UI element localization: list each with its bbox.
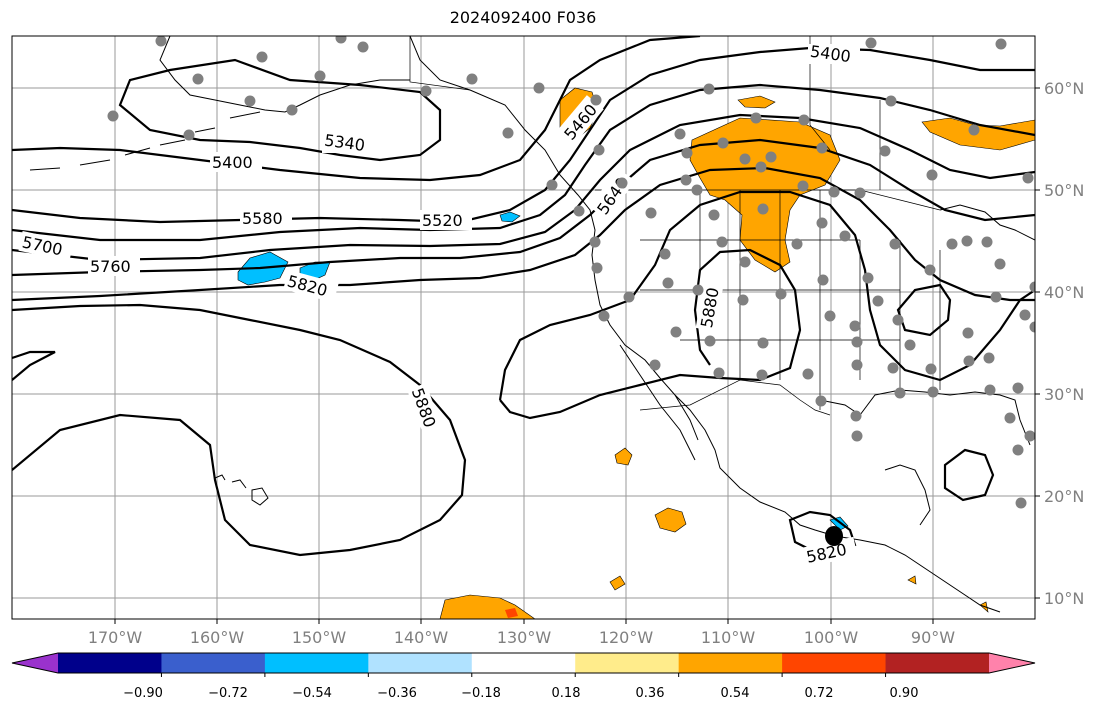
- low-center-marker: [825, 526, 843, 546]
- lon-label-90w: 90°W: [911, 628, 955, 647]
- lat-label-20n: 20°N: [1044, 487, 1084, 506]
- lon-label-170w: 170°W: [88, 628, 143, 647]
- lat-label-30n: 30°N: [1044, 385, 1084, 404]
- station-markers: [107, 36, 1035, 509]
- lat-label-50n: 50°N: [1044, 181, 1084, 200]
- cb-tick-1: −0.72: [208, 686, 248, 701]
- lon-label-160w: 160°W: [190, 628, 245, 647]
- axis-ticks: [114, 87, 1040, 624]
- lon-label-140w: 140°W: [394, 628, 449, 647]
- colorbar-outline: [11, 652, 1036, 674]
- contour-label-5760: 5760: [90, 257, 131, 276]
- cb-tick-8: 0.72: [805, 686, 834, 701]
- strong-positive-shading: [505, 608, 518, 618]
- lon-label-100w: 100°W: [804, 628, 859, 647]
- longitude-labels: 170°W 160°W 150°W 140°W 130°W 120°W 110°…: [88, 628, 955, 647]
- colorbar-segment: [885, 653, 990, 673]
- colorbar-segment: [678, 653, 783, 673]
- lon-label-110w: 110°W: [701, 628, 756, 647]
- lat-label-60n: 60°N: [1044, 79, 1084, 98]
- contour-label-5520: 5520: [422, 211, 463, 230]
- colorbar-segment: [161, 653, 266, 673]
- cb-tick-3: −0.36: [377, 686, 417, 701]
- cb-tick-2: −0.54: [292, 686, 332, 701]
- positive-anomaly-shading: [439, 87, 1035, 619]
- colorbar-tick-labels: −0.90 −0.72 −0.54 −0.36 −0.18 0.18 0.36 …: [123, 686, 918, 701]
- map-title: 2024092400 F036: [449, 8, 597, 27]
- colorbar-segment: [264, 653, 369, 673]
- colorbar: [11, 652, 1036, 677]
- lon-label-120w: 120°W: [599, 628, 654, 647]
- cb-tick-0: −0.90: [123, 686, 163, 701]
- contour-label-5400: 5400: [212, 153, 253, 172]
- colorbar-segment: [575, 653, 680, 673]
- cb-tick-6: 0.36: [636, 686, 665, 701]
- colorbar-segment: [368, 653, 473, 673]
- cb-tick-4: −0.18: [461, 686, 501, 701]
- colorbar-extend-max: [989, 653, 1035, 673]
- cb-tick-9: 0.90: [890, 686, 919, 701]
- colorbar-extend-min: [12, 653, 58, 673]
- political-borders: [409, 36, 941, 416]
- lat-label-10n: 10°N: [1044, 589, 1084, 608]
- colorbar-segment: [471, 653, 576, 673]
- colorbar-segment: [782, 653, 887, 673]
- cb-tick-7: 0.54: [721, 686, 750, 701]
- lon-label-150w: 150°W: [292, 628, 347, 647]
- colorbar-segment: [58, 653, 162, 673]
- lon-label-130w: 130°W: [497, 628, 552, 647]
- contour-label-5580: 5580: [242, 209, 283, 228]
- cb-tick-5: 0.18: [552, 686, 581, 701]
- latitude-labels: 10°N 20°N 30°N 40°N 50°N 60°N: [1044, 79, 1084, 608]
- lat-label-40n: 40°N: [1044, 283, 1084, 302]
